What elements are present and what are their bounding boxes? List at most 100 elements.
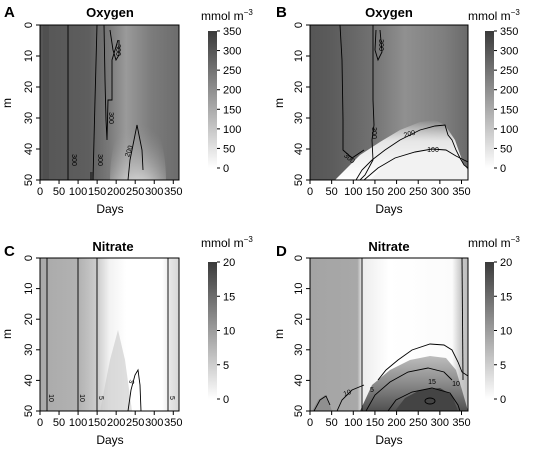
contour-line bbox=[339, 25, 365, 159]
y-axis-label: m bbox=[0, 98, 14, 108]
colorbar-tick-label: 300 bbox=[500, 46, 518, 58]
y-tick-label: 40 bbox=[293, 374, 305, 386]
panel-b: 300 300 300 200 100 0 50 100 150 200 250 300 35… bbox=[272, 4, 520, 216]
x-tick-label: 100 bbox=[69, 417, 87, 429]
contour-line bbox=[424, 397, 436, 405]
y-tick-label: 0 bbox=[293, 22, 305, 28]
colorbar-tick-label: 350 bbox=[223, 26, 241, 38]
y-tick-label: 10 bbox=[23, 50, 35, 62]
x-tick-label: 250 bbox=[409, 417, 427, 429]
panel-label: C bbox=[4, 243, 15, 260]
panel-d: 10 5 15 10 0 50 100 150 200 250 300 350 0102030… bbox=[272, 235, 520, 447]
panel-title: Nitrate bbox=[92, 239, 133, 254]
x-tick-label: 150 bbox=[88, 186, 106, 198]
colorbar-tick-label: 100 bbox=[500, 124, 518, 136]
x-axis-label: Days bbox=[375, 202, 402, 216]
x-tick-label: 350 bbox=[452, 186, 470, 198]
contour-line bbox=[387, 387, 461, 411]
x-axis-label: Days bbox=[375, 433, 402, 447]
x-tick-label: 350 bbox=[164, 417, 182, 429]
colorbar-tick-label: 150 bbox=[223, 104, 241, 116]
contour-line bbox=[461, 258, 464, 381]
colorbar-tick-label: 250 bbox=[223, 65, 241, 77]
x-tick-label: 0 bbox=[307, 417, 313, 429]
contour-line bbox=[127, 124, 144, 180]
y-tick-label: 10 bbox=[293, 50, 305, 62]
colorbar-tick-label: 20 bbox=[223, 257, 235, 269]
contour-label: 300 bbox=[370, 127, 377, 139]
colorbar bbox=[485, 262, 494, 399]
colorbar-tick-label: 200 bbox=[223, 85, 241, 97]
colorbar-tick-label: 0 bbox=[223, 163, 229, 175]
panel-label: A bbox=[4, 4, 15, 21]
colorbar-tick-label: 10 bbox=[223, 326, 235, 338]
x-tick-label: 250 bbox=[126, 417, 144, 429]
contour-label: 100 bbox=[427, 147, 439, 154]
colorbar-tick-label: 5 bbox=[500, 360, 506, 372]
panel-title: Oxygen bbox=[86, 5, 134, 20]
colorbar-tick-label: 20 bbox=[500, 257, 512, 269]
contour-line bbox=[313, 395, 331, 411]
panel-label: B bbox=[276, 4, 287, 21]
x-tick-label: 50 bbox=[53, 186, 65, 198]
x-tick-label: 300 bbox=[431, 186, 449, 198]
x-tick-label: 350 bbox=[164, 186, 182, 198]
plot-frame bbox=[309, 257, 469, 412]
y-tick-label: 20 bbox=[23, 81, 35, 93]
colorbar-tick-label: 50 bbox=[223, 143, 235, 155]
contour-line bbox=[359, 25, 375, 180]
x-tick-label: 300 bbox=[431, 417, 449, 429]
panel-c: 10 10 5 5 5 0 50 100 150 200 250 300 350 010203… bbox=[0, 235, 253, 447]
y-tick-label: 0 bbox=[23, 22, 35, 28]
colorbar-tick-label: 15 bbox=[223, 291, 235, 303]
contour-line bbox=[374, 29, 383, 62]
y-tick-label: 0 bbox=[23, 255, 35, 261]
contour-label: 15 bbox=[428, 379, 436, 386]
x-tick-label: 100 bbox=[344, 186, 362, 198]
colorbar-tick-label: 5 bbox=[223, 360, 229, 372]
contour-label: 5 bbox=[97, 396, 104, 400]
contour-label: 300 bbox=[70, 154, 77, 166]
colorbar-tick-label: 350 bbox=[500, 26, 518, 38]
x-tick-label: 200 bbox=[387, 186, 405, 198]
colorbar-unit: mmol m−3 bbox=[468, 8, 520, 23]
x-tick-label: 50 bbox=[53, 417, 65, 429]
contour-label: 300 bbox=[377, 39, 384, 51]
x-tick-label: 350 bbox=[452, 417, 470, 429]
contour-label: 10 bbox=[78, 394, 85, 402]
panel-title: Nitrate bbox=[368, 239, 409, 254]
colorbar-tick-label: 100 bbox=[223, 124, 241, 136]
contour-line bbox=[109, 29, 120, 62]
contour-label: 300 bbox=[107, 112, 114, 124]
y-tick-label: 10 bbox=[293, 282, 305, 294]
y-tick-label: 40 bbox=[23, 374, 35, 386]
colorbar bbox=[485, 31, 494, 168]
panel-a: 300 300 300 300 200 0 50 100 150 200 250 300 35… bbox=[0, 4, 253, 216]
contour-label: 200 bbox=[124, 145, 135, 158]
y-tick-label: 50 bbox=[23, 405, 35, 417]
x-tick-label: 50 bbox=[326, 417, 338, 429]
y-tick-label: 20 bbox=[293, 81, 305, 93]
x-tick-label: 200 bbox=[387, 417, 405, 429]
contour-label: 10 bbox=[452, 381, 460, 388]
contour-label: 5 bbox=[168, 396, 175, 400]
contour-line bbox=[336, 384, 365, 411]
x-tick-label: 0 bbox=[37, 417, 43, 429]
plot-frame bbox=[39, 24, 180, 181]
x-tick-label: 300 bbox=[145, 186, 163, 198]
contour-line bbox=[355, 124, 468, 180]
colorbar-tick-label: 300 bbox=[223, 46, 241, 58]
colorbar bbox=[208, 262, 217, 399]
x-tick-label: 200 bbox=[107, 186, 125, 198]
y-tick-label: 20 bbox=[23, 313, 35, 325]
y-tick-label: 10 bbox=[23, 282, 35, 294]
colorbar-tick-label: 10 bbox=[500, 326, 512, 338]
contour-label: 300 bbox=[96, 154, 103, 166]
x-tick-label: 150 bbox=[366, 186, 384, 198]
contour-line bbox=[127, 368, 142, 411]
x-tick-label: 200 bbox=[107, 417, 125, 429]
x-tick-label: 250 bbox=[126, 186, 144, 198]
colorbar-tick-label: 15 bbox=[500, 291, 512, 303]
y-axis-label: m bbox=[0, 329, 14, 339]
